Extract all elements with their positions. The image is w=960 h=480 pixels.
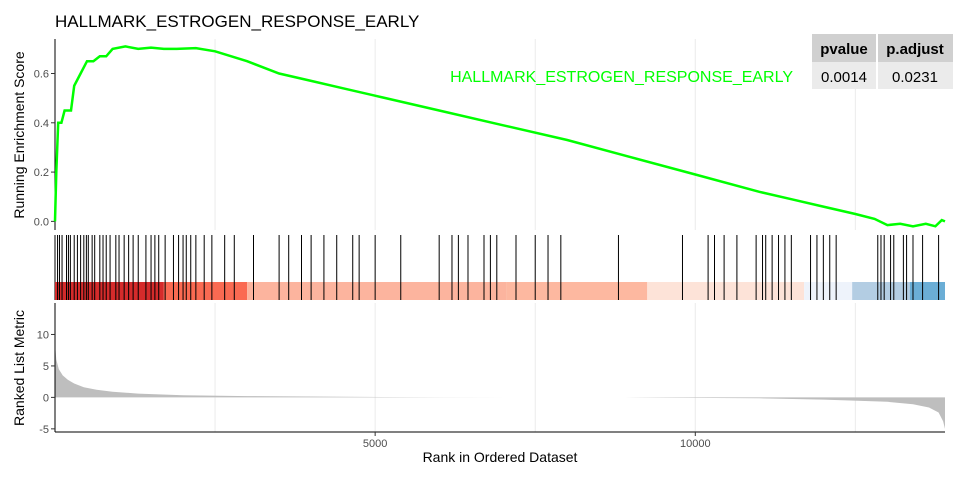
color-band-segment <box>247 282 507 300</box>
table-value-cell-bg <box>878 62 953 89</box>
metric-y-ticks: -5 0 5 10 <box>37 329 55 436</box>
rank-color-band <box>55 282 945 300</box>
es-y-tick-label: 0.4 <box>34 118 49 130</box>
metric-gridlines <box>214 303 856 432</box>
color-band-segment <box>163 282 248 300</box>
metric-y-tick-label: 5 <box>43 361 49 373</box>
table-value-pvalue: 0.0014 <box>821 69 867 86</box>
table-header-padjust: p.adjust <box>886 41 944 58</box>
x-tick-label: 10000 <box>680 438 711 450</box>
es-y-tick-label: 0.2 <box>34 167 49 179</box>
color-band-segment <box>55 282 164 300</box>
table-header-cell-bg <box>812 34 876 62</box>
metric-y-axis-title: Ranked List Metric <box>11 310 27 426</box>
running-es-line <box>53 45 946 228</box>
ranked-metric-area <box>55 343 945 429</box>
x-axis-title: Rank in Ordered Dataset <box>423 449 578 465</box>
ranked-metric-panel: -5 0 5 10 5000 10000 Ranked List Metric Rank… <box>11 303 945 465</box>
es-y-tick-label: 0.0 <box>34 216 49 228</box>
metric-y-tick-label: -5 <box>39 424 49 436</box>
table-header-cell-bg <box>878 34 953 62</box>
hits-panel <box>54 235 945 300</box>
chart-title: HALLMARK_ESTROGEN_RESPONSE_EARLY <box>55 12 419 31</box>
table-value-cell-bg <box>812 62 876 89</box>
metric-y-tick-label: 0 <box>43 392 49 404</box>
es-y-tick-label: 0.6 <box>34 69 49 81</box>
es-y-ticks: 0.0 0.2 0.4 0.6 <box>34 69 55 228</box>
stats-table: pvalue p.adjust 0.0014 0.0231 <box>812 34 953 89</box>
color-band-segment <box>909 282 945 300</box>
table-header-pvalue: pvalue <box>820 41 868 58</box>
x-tick-label: 5000 <box>363 438 387 450</box>
running-es-panel: 0.0 0.2 0.4 0.6 HALLMARK_ESTROGEN_RESPONSE_… <box>11 39 946 230</box>
series-label: HALLMARK_ESTROGEN_RESPONSE_EARLY <box>450 69 793 86</box>
es-y-axis-title: Running Enrichment Score <box>11 51 27 219</box>
metric-y-tick-label: 10 <box>37 329 49 341</box>
es-gridlines <box>214 39 856 230</box>
table-value-padjust: 0.0231 <box>892 69 938 86</box>
color-band-segment <box>506 282 648 300</box>
color-band-segment <box>804 282 853 300</box>
hit-ticks <box>57 235 940 300</box>
x-ticks: 5000 10000 <box>363 432 711 450</box>
color-band-segment <box>647 282 805 300</box>
